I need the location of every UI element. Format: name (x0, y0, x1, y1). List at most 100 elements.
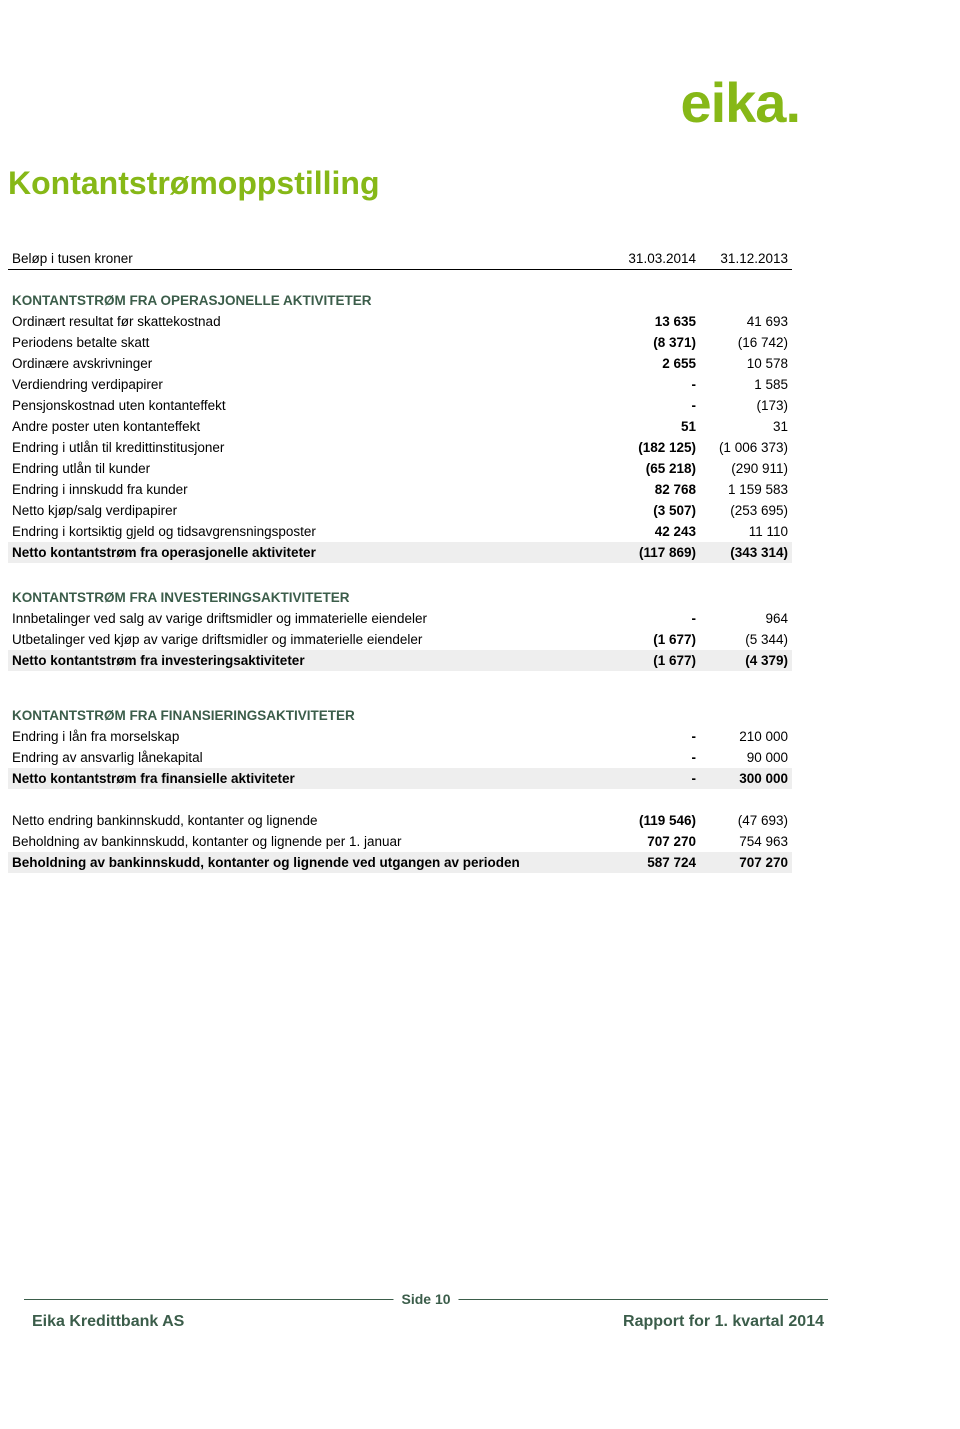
section-1-title: KONTANTSTRØM FRA OPERASJONELLE AKTIVITET… (8, 290, 792, 311)
section-1-total: Netto kontantstrøm fra operasjonelle akt… (8, 542, 792, 563)
row-c1: 707 270 (608, 831, 700, 852)
table-row: Endring i kortsiktig gjeld og tidsavgren… (8, 521, 792, 542)
row-label: Ordinært resultat før skattekostnad (8, 311, 608, 332)
row-c2: 707 270 (700, 852, 792, 873)
logo-text: eika (680, 71, 785, 134)
row-c2: (290 911) (700, 458, 792, 479)
table-row: Endring utlån til kunder(65 218)(290 911… (8, 458, 792, 479)
section-label: KONTANTSTRØM FRA FINANSIERINGSAKTIVITETE… (8, 705, 608, 726)
footer-report: Rapport for 1. kvartal 2014 (623, 1313, 824, 1331)
logo-dot: . (785, 71, 800, 134)
table-row: Endring i innskudd fra kunder82 7681 159… (8, 479, 792, 500)
table-row: Ordinære avskrivninger2 65510 578 (8, 353, 792, 374)
table-row: Endring i utlån til kredittinstitusjoner… (8, 437, 792, 458)
row-c2: 1 159 583 (700, 479, 792, 500)
row-c2: 11 110 (700, 521, 792, 542)
footer-page: Side 10 (393, 1291, 458, 1307)
row-c1: 82 768 (608, 479, 700, 500)
row-label: Netto kontantstrøm fra operasjonelle akt… (8, 542, 608, 563)
table-row: Utbetalinger ved kjøp av varige driftsmi… (8, 629, 792, 650)
row-c2: (47 693) (700, 810, 792, 831)
row-c2: 210 000 (700, 726, 792, 747)
table-row: Andre poster uten kontanteffekt5131 (8, 416, 792, 437)
section-2-title: KONTANTSTRØM FRA INVESTERINGSAKTIVITETER (8, 587, 792, 608)
row-c2: (16 742) (700, 332, 792, 353)
footer: Side 10 Eika Kredittbank AS Rapport for … (24, 1291, 828, 1321)
spacer (8, 671, 792, 705)
row-c1: (3 507) (608, 500, 700, 521)
row-label: Endring av ansvarlig lånekapital (8, 747, 608, 768)
table-row: Periodens betalte skatt(8 371)(16 742) (8, 332, 792, 353)
row-c1: - (608, 768, 700, 789)
row-c1: (117 869) (608, 542, 700, 563)
row-c2: (4 379) (700, 650, 792, 671)
cashflow-table: Beløp i tusen kroner 31.03.2014 31.12.20… (8, 248, 792, 873)
row-label: Pensjonskostnad uten kontanteffekt (8, 395, 608, 416)
header-label: Beløp i tusen kroner (8, 248, 608, 269)
row-label: Andre poster uten kontanteffekt (8, 416, 608, 437)
row-c2: 10 578 (700, 353, 792, 374)
row-label: Ordinære avskrivninger (8, 353, 608, 374)
row-label: Endring i innskudd fra kunder (8, 479, 608, 500)
table-row: Ordinært resultat før skattekostnad13 63… (8, 311, 792, 332)
row-label: Beholdning av bankinnskudd, kontanter og… (8, 831, 608, 852)
row-c1: - (608, 747, 700, 768)
row-c2: (1 006 373) (700, 437, 792, 458)
row-label: Periodens betalte skatt (8, 332, 608, 353)
row-c1: 42 243 (608, 521, 700, 542)
table-row: Netto kjøp/salg verdipapirer(3 507)(253 … (8, 500, 792, 521)
row-c1: - (608, 726, 700, 747)
row-label: Netto kjøp/salg verdipapirer (8, 500, 608, 521)
row-c2: 754 963 (700, 831, 792, 852)
row-c1: - (608, 374, 700, 395)
row-label: Netto kontantstrøm fra finansielle aktiv… (8, 768, 608, 789)
section-3-total: Netto kontantstrøm fra finansielle aktiv… (8, 768, 792, 789)
table-row: Netto endring bankinnskudd, kontanter og… (8, 810, 792, 831)
table-row: Endring av ansvarlig lånekapital-90 000 (8, 747, 792, 768)
table-row: Pensjonskostnad uten kontanteffekt-(173) (8, 395, 792, 416)
row-c1: (1 677) (608, 629, 700, 650)
logo: eika. (680, 70, 800, 135)
row-c2: 964 (700, 608, 792, 629)
row-c2: (343 314) (700, 542, 792, 563)
table-row: Verdiendring verdipapirer-1 585 (8, 374, 792, 395)
page-title: Kontantstrømoppstilling (8, 165, 380, 202)
row-c2: 90 000 (700, 747, 792, 768)
spacer (8, 789, 792, 810)
row-c2: (253 695) (700, 500, 792, 521)
table-row: Innbetalinger ved salg av varige driftsm… (8, 608, 792, 629)
row-c2: 300 000 (700, 768, 792, 789)
row-c1: (119 546) (608, 810, 700, 831)
table-header-row: Beløp i tusen kroner 31.03.2014 31.12.20… (8, 248, 792, 269)
row-label: Netto kontantstrøm fra investeringsaktiv… (8, 650, 608, 671)
row-label: Endring i kortsiktig gjeld og tidsavgren… (8, 521, 608, 542)
row-c1: - (608, 395, 700, 416)
row-c1: (182 125) (608, 437, 700, 458)
row-c2: 31 (700, 416, 792, 437)
row-label: Endring utlån til kunder (8, 458, 608, 479)
row-c1: (1 677) (608, 650, 700, 671)
row-c1: (65 218) (608, 458, 700, 479)
header-col-1: 31.03.2014 (608, 248, 700, 269)
spacer (8, 563, 792, 587)
row-c1: 2 655 (608, 353, 700, 374)
row-c1: - (608, 608, 700, 629)
row-c1: 587 724 (608, 852, 700, 873)
row-c2: (5 344) (700, 629, 792, 650)
row-c2: (173) (700, 395, 792, 416)
table-row: Beholdning av bankinnskudd, kontanter og… (8, 831, 792, 852)
row-label: Netto endring bankinnskudd, kontanter og… (8, 810, 608, 831)
table-row: Endring i lån fra morselskap-210 000 (8, 726, 792, 747)
footer-company: Eika Kredittbank AS (32, 1313, 184, 1331)
row-c1: (8 371) (608, 332, 700, 353)
row-label: Innbetalinger ved salg av varige driftsm… (8, 608, 608, 629)
row-label: Beholdning av bankinnskudd, kontanter og… (8, 852, 608, 873)
header-col-2: 31.12.2013 (700, 248, 792, 269)
row-c1: 13 635 (608, 311, 700, 332)
row-c1: 51 (608, 416, 700, 437)
row-label: Endring i utlån til kredittinstitusjoner (8, 437, 608, 458)
row-c2: 41 693 (700, 311, 792, 332)
spacer (8, 269, 792, 290)
section-label: KONTANTSTRØM FRA OPERASJONELLE AKTIVITET… (8, 290, 608, 311)
grand-total: Beholdning av bankinnskudd, kontanter og… (8, 852, 792, 873)
